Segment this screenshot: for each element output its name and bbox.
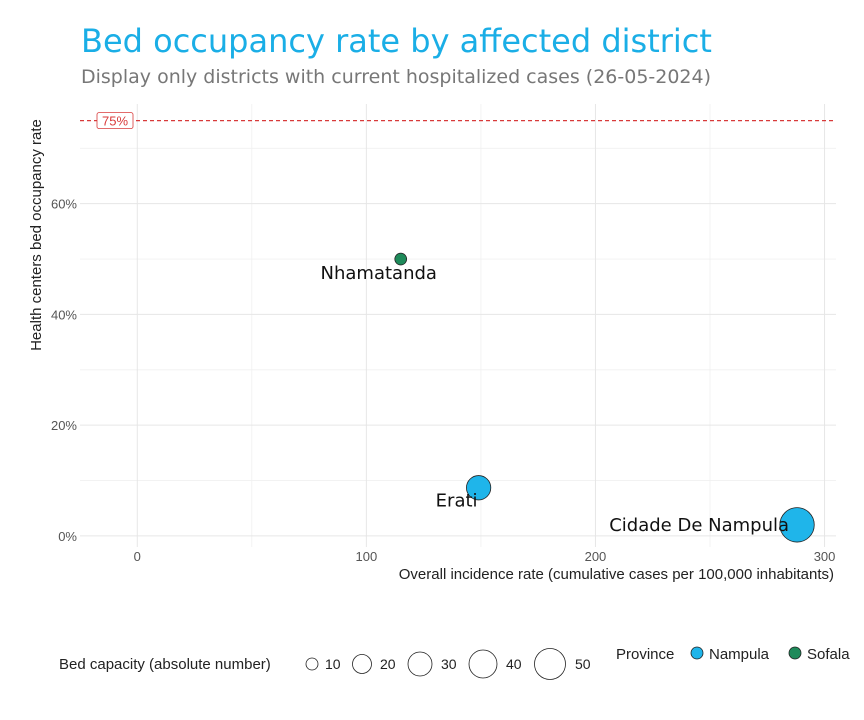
size-legend-circle	[407, 651, 433, 677]
point-label: Nhamatanda	[321, 263, 437, 284]
data-points	[394, 252, 815, 543]
size-legend-value: 30	[441, 656, 457, 672]
y-axis-label: Health centers bed occupancy rate	[28, 119, 45, 351]
x-tick-label: 0	[134, 549, 141, 564]
legend: Bed capacity (absolute number) 10 20 30 40 50…	[59, 646, 850, 680]
y-tick-label: 20%	[51, 418, 77, 433]
data-point	[779, 507, 815, 543]
size-legend-title: Bed capacity (absolute number)	[59, 656, 271, 673]
size-legend-value: 20	[380, 656, 396, 672]
color-legend-label: Sofala	[807, 646, 850, 663]
color-legend-swatch	[788, 646, 802, 660]
grid	[80, 104, 836, 547]
chart-subtitle: Display only districts with current hosp…	[81, 66, 712, 88]
point-labels: Nhamatanda Erati Cidade De Nampula	[321, 263, 790, 536]
point-label: Erati	[436, 491, 478, 512]
color-legend-swatch	[690, 646, 704, 660]
threshold-label: 75%	[102, 114, 128, 129]
x-tick-label: 300	[814, 549, 836, 564]
color-legend-title: Province	[616, 646, 674, 663]
x-tick-label: 100	[356, 549, 378, 564]
data-point	[466, 475, 492, 501]
color-legend-label: Nampula	[709, 646, 770, 663]
size-legend-circle	[534, 648, 566, 680]
point-label: Cidade De Nampula	[609, 515, 789, 536]
size-legend-circle	[305, 657, 319, 671]
x-axis-label: Overall incidence rate (cumulative cases…	[399, 566, 834, 583]
threshold-label-box	[96, 112, 134, 130]
y-tick-label: 0%	[58, 529, 77, 544]
size-legend-value: 40	[506, 656, 522, 672]
data-point	[394, 252, 408, 266]
size-legend-value: 10	[325, 656, 341, 672]
size-legend-value: 50	[575, 656, 591, 672]
chart-title: Bed occupancy rate by affected district	[81, 22, 712, 60]
y-tick-label: 60%	[51, 197, 77, 212]
size-legend-circle	[352, 654, 372, 674]
y-tick-label: 40%	[51, 307, 77, 322]
x-tick-label: 200	[585, 549, 607, 564]
size-legend-circle	[468, 649, 498, 679]
threshold-line: 75%	[80, 112, 836, 130]
axes: Overall incidence rate (cumulative cases…	[28, 119, 835, 583]
